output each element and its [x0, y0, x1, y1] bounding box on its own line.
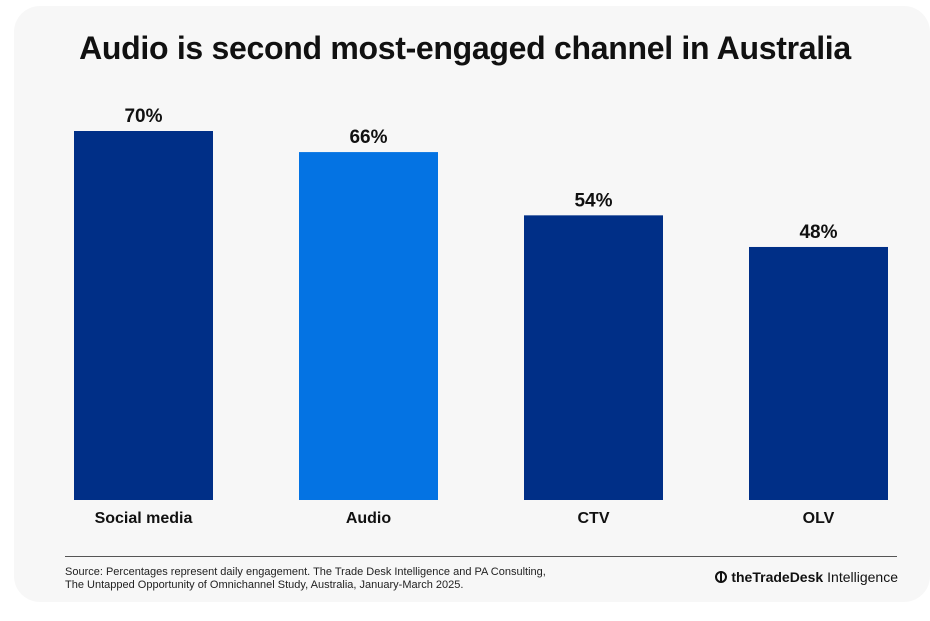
bar-olv [749, 246, 888, 500]
brand-suffix: Intelligence [827, 569, 898, 585]
category-label: OLV [803, 510, 835, 527]
brand-logo: theTradeDesk Intelligence [715, 569, 898, 585]
source-line-1: Source: Percentages represent daily enga… [65, 566, 546, 578]
data-label: 48% [799, 222, 837, 243]
footer-divider [65, 556, 897, 557]
bar-social-media [74, 131, 213, 500]
trade-desk-logo-icon [715, 571, 728, 583]
category-label: Audio [346, 510, 392, 527]
bar-audio [299, 152, 438, 501]
data-label: 66% [349, 127, 387, 148]
data-label: 70% [124, 106, 162, 127]
source-line-2: The Untapped Opportunity of Omnichannel … [65, 579, 464, 591]
source-note: Source: Percentages represent daily enga… [65, 566, 605, 592]
brand-name: theTradeDesk [731, 569, 824, 585]
bar-chart: 70% Social media 66% Audio 54% CTV 48% OLV [74, 106, 888, 527]
category-label: CTV [578, 510, 610, 527]
category-label: Social media [95, 510, 193, 527]
bar-ctv [524, 215, 663, 501]
data-label: 54% [574, 190, 612, 211]
chart-title: Audio is second most-engaged channel in … [79, 30, 851, 66]
